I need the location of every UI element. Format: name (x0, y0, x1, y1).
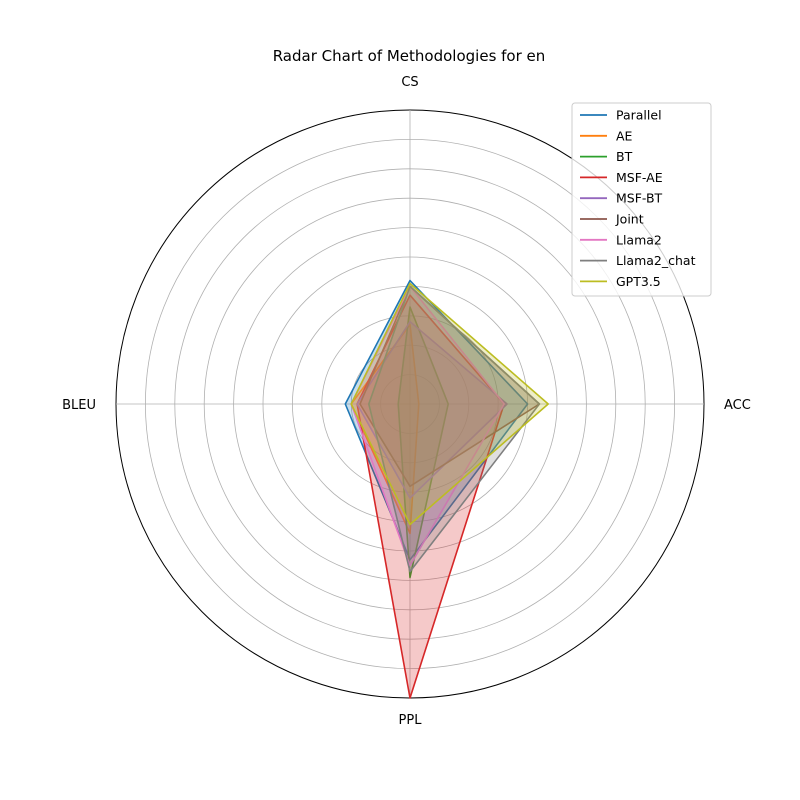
legend-label: GPT3.5 (616, 274, 661, 289)
legend-box (571, 102, 712, 297)
legend-label: AE (616, 128, 633, 143)
axis-label-bleu: BLEU (62, 398, 96, 413)
chart-title: Radar Chart of Methodologies for en (273, 47, 546, 65)
legend-label: Llama2_chat (616, 253, 696, 268)
legend-label: MSF-AE (616, 170, 663, 185)
legend: Parallel AE BT MSF-AE MSF-BT Joint Llama2 Llama… (571, 102, 712, 297)
series-group (344, 279, 550, 699)
legend-label: Joint (615, 212, 644, 227)
series-llama2-chat (367, 285, 541, 573)
axis-label-acc: ACC (724, 398, 751, 413)
legend-label: BT (616, 149, 633, 164)
axis-label-cs: CS (401, 75, 418, 90)
series-gpt3-5 (350, 282, 550, 526)
series-msf-bt (356, 320, 508, 499)
legend-label: MSF-BT (616, 191, 663, 206)
legend-label: Parallel (616, 108, 662, 123)
axis-label-ppl: PPL (399, 713, 423, 728)
axis-labels: CS ACC PPL BLEU (62, 75, 751, 728)
legend-label: Llama2 (616, 232, 662, 247)
series-bt (397, 306, 450, 579)
